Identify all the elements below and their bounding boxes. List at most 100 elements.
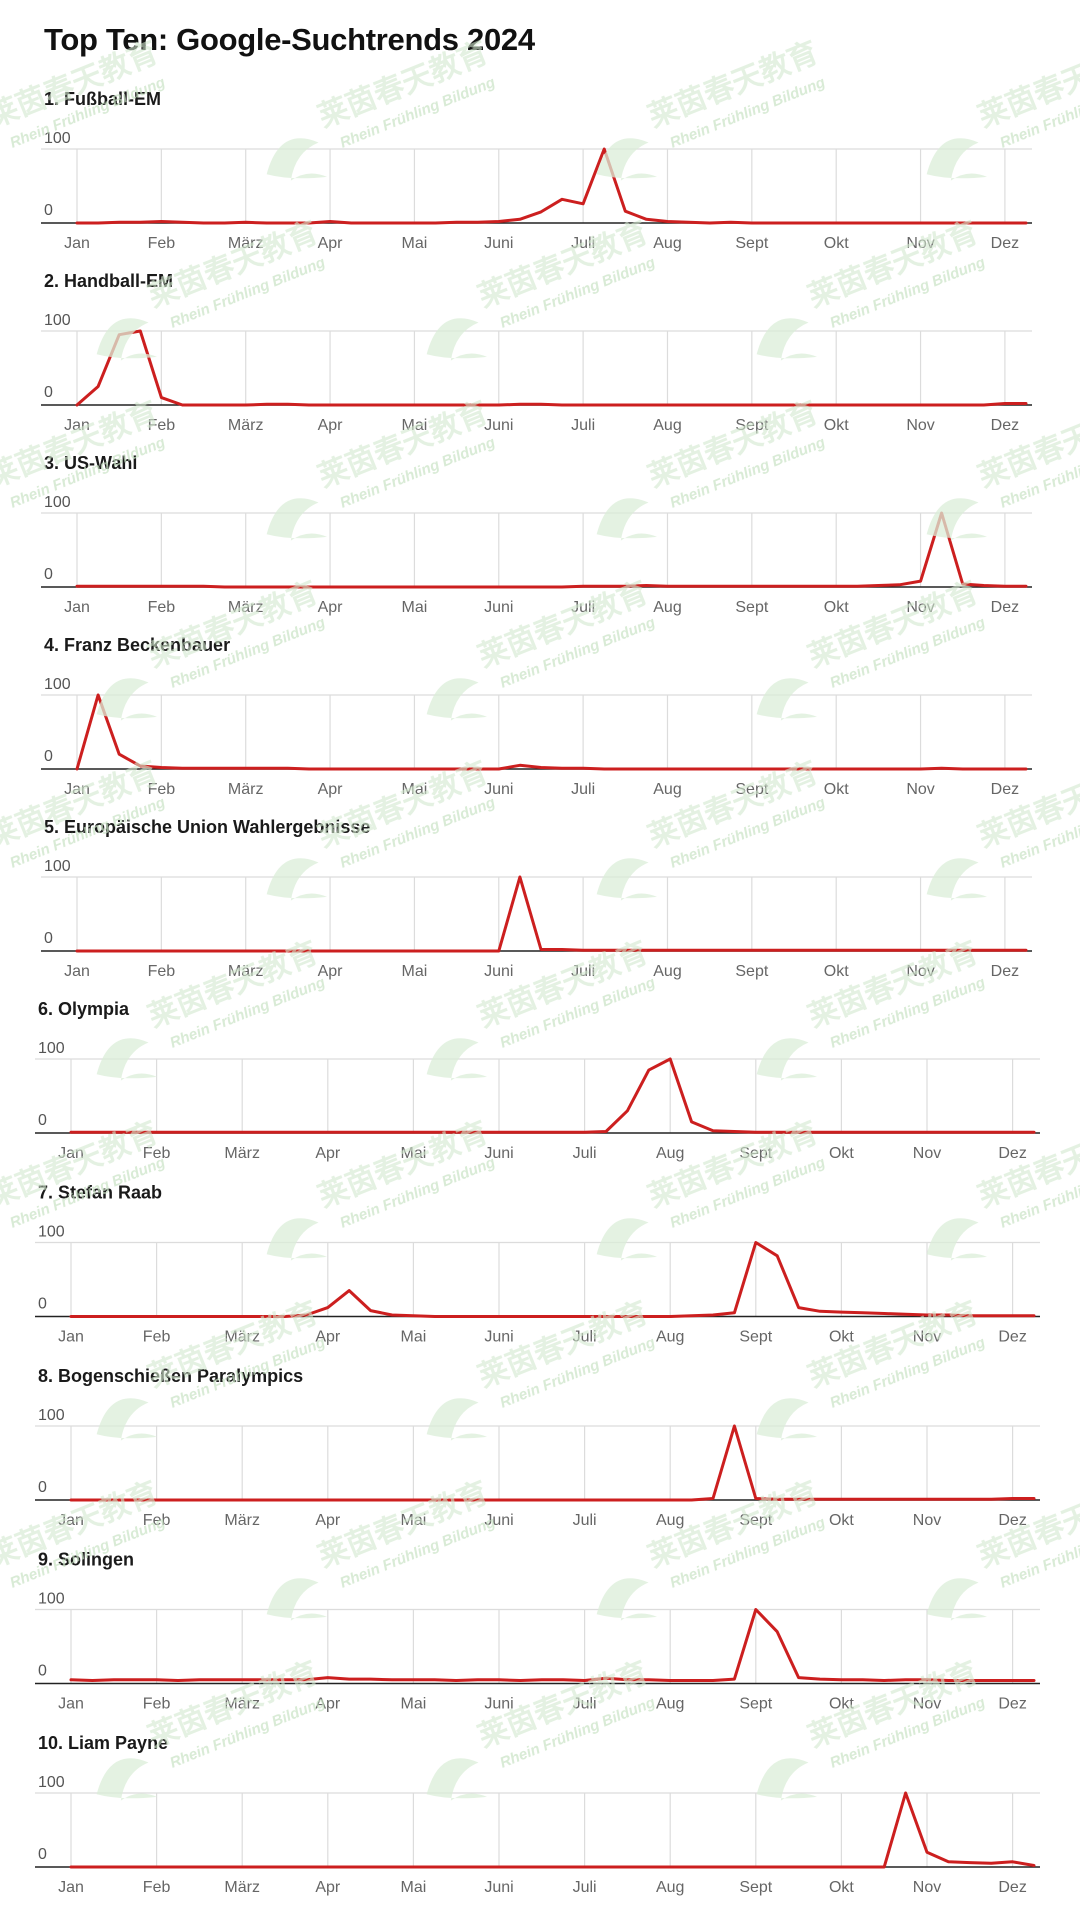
y-tick-label: 0	[44, 566, 53, 583]
x-tick-label: Sept	[735, 417, 768, 434]
x-tick-label: Aug	[656, 1512, 684, 1529]
x-tick-label: Juli	[573, 1879, 597, 1896]
trend-line	[69, 1241, 1036, 1318]
x-tick-label: Nov	[906, 417, 934, 434]
x-tick-label: Okt	[824, 599, 849, 616]
x-tick-label: Nov	[913, 1696, 941, 1713]
x-tick-label: Apr	[315, 1879, 341, 1896]
x-tick-label: Feb	[143, 1329, 171, 1346]
chart-title: 4. Franz Beckenbauer	[44, 635, 230, 655]
x-tick-label: Okt	[824, 417, 849, 434]
x-tick-label: Apr	[315, 1145, 341, 1162]
x-tick-label: Dez	[991, 963, 1019, 980]
trend-line	[69, 1424, 1036, 1502]
x-tick-label: Feb	[148, 599, 176, 616]
chart-panel-8: 8. Bogenschießen Paralympics Jan Feb März Ap…	[35, 1366, 1040, 1529]
x-tick-label: Dez	[998, 1329, 1026, 1346]
x-tick-label: Juli	[571, 417, 595, 434]
x-tick-label: März	[224, 1329, 260, 1346]
chart-panel-2: 2. Handball-EM Jan Feb März Apr Mai Juni Juli Au…	[41, 271, 1032, 434]
x-tick-label: Nov	[906, 963, 934, 980]
x-tick-label: Sept	[735, 599, 768, 616]
trend-line	[75, 693, 1028, 771]
x-tick-label: Mai	[402, 781, 428, 798]
x-tick-label: Apr	[318, 781, 344, 798]
chart-panel-7: 7. Stefan Raab Jan Feb März Apr Mai Juni Juli Au…	[35, 1183, 1040, 1346]
x-tick-label: Sept	[739, 1145, 772, 1162]
x-tick-label: Juni	[484, 1329, 513, 1346]
x-tick-label: Dez	[991, 781, 1019, 798]
x-tick-label: Dez	[998, 1145, 1026, 1162]
x-tick-label: Mai	[401, 1329, 427, 1346]
chart-title: 8. Bogenschießen Paralympics	[38, 1366, 303, 1386]
x-tick-label: März	[228, 781, 264, 798]
y-tick-label: 100	[38, 1040, 65, 1057]
x-tick-label: März	[224, 1145, 260, 1162]
trend-line	[75, 329, 1028, 407]
x-tick-label: Juni	[484, 599, 513, 616]
x-tick-label: Okt	[829, 1329, 854, 1346]
chart-panel-6: 6. Olympia Jan Feb März Apr Mai Juni Juli Aug Sep…	[35, 999, 1040, 1162]
chart-panel-10: 10. Liam Payne Jan Feb März Apr Mai Juni Juli Au…	[35, 1733, 1040, 1896]
chart-title: 3. US-Wahl	[44, 453, 137, 473]
chart-title: 2. Handball-EM	[44, 271, 173, 291]
x-tick-label: Jan	[64, 781, 90, 798]
x-tick-label: Mai	[402, 235, 428, 252]
x-tick-label: Mai	[401, 1879, 427, 1896]
x-tick-label: Juli	[573, 1696, 597, 1713]
x-tick-label: Aug	[653, 781, 681, 798]
x-tick-label: Juni	[484, 1512, 513, 1529]
x-tick-label: März	[228, 417, 264, 434]
trend-line	[69, 1608, 1036, 1682]
x-tick-label: Apr	[315, 1696, 341, 1713]
x-tick-label: Aug	[653, 599, 681, 616]
x-tick-label: März	[228, 599, 264, 616]
x-tick-label: Okt	[829, 1696, 854, 1713]
x-tick-label: Juli	[571, 963, 595, 980]
x-tick-label: Apr	[318, 963, 344, 980]
x-tick-label: Juni	[484, 1145, 513, 1162]
x-tick-label: Sept	[735, 781, 768, 798]
x-tick-label: Jan	[58, 1145, 84, 1162]
x-tick-label: Okt	[824, 963, 849, 980]
x-tick-label: Aug	[656, 1145, 684, 1162]
x-tick-label: Juni	[484, 781, 513, 798]
x-tick-label: Mai	[401, 1696, 427, 1713]
x-tick-label: Feb	[148, 963, 176, 980]
x-tick-label: Okt	[824, 781, 849, 798]
x-tick-label: Sept	[739, 1879, 772, 1896]
x-tick-label: Aug	[656, 1696, 684, 1713]
chart-title: 10. Liam Payne	[38, 1733, 168, 1753]
x-tick-label: Nov	[913, 1329, 941, 1346]
y-tick-label: 0	[38, 1479, 47, 1496]
trend-line	[75, 147, 1028, 225]
x-tick-label: Feb	[148, 235, 176, 252]
y-tick-label: 0	[44, 930, 53, 947]
trend-line	[69, 1791, 1036, 1869]
x-tick-label: Aug	[656, 1879, 684, 1896]
x-tick-label: Sept	[735, 235, 768, 252]
x-tick-label: Mai	[401, 1145, 427, 1162]
y-tick-label: 100	[38, 1224, 65, 1241]
x-tick-label: Aug	[653, 963, 681, 980]
x-tick-label: Juni	[484, 417, 513, 434]
x-tick-label: Feb	[143, 1879, 171, 1896]
x-tick-label: Okt	[829, 1879, 854, 1896]
x-tick-label: Nov	[906, 781, 934, 798]
chart-title: 6. Olympia	[38, 999, 130, 1019]
x-tick-label: Sept	[739, 1512, 772, 1529]
chart-panel-4: 4. Franz Beckenbauer Jan Feb März Apr Mai Juni…	[41, 635, 1032, 798]
trend-line	[75, 875, 1028, 953]
x-tick-label: Feb	[143, 1145, 171, 1162]
x-tick-label: Dez	[998, 1696, 1026, 1713]
y-tick-label: 0	[38, 1846, 47, 1863]
x-tick-label: Sept	[739, 1696, 772, 1713]
x-tick-label: Jan	[64, 235, 90, 252]
x-tick-label: Feb	[148, 781, 176, 798]
x-tick-label: Dez	[998, 1512, 1026, 1529]
y-tick-label: 100	[44, 494, 71, 511]
x-tick-label: März	[224, 1696, 260, 1713]
x-tick-label: Apr	[315, 1512, 341, 1529]
x-tick-label: Apr	[318, 417, 344, 434]
x-tick-label: Juni	[484, 1696, 513, 1713]
